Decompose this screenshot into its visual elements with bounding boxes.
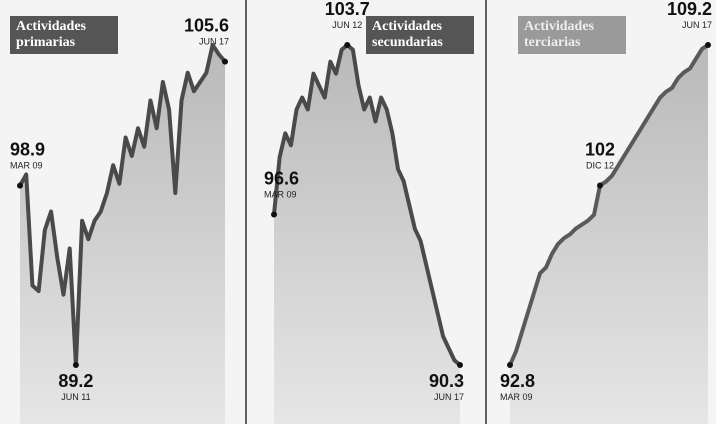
point: [705, 42, 711, 48]
value-label: 90.3: [429, 371, 464, 391]
area: [274, 45, 460, 424]
point: [222, 58, 228, 65]
date-label: JUN 12: [332, 20, 362, 30]
value-label: 109.2: [667, 0, 712, 19]
panel-title: Actividades primarias: [10, 16, 118, 54]
panel-title: Actividades secundarias: [366, 16, 474, 54]
line: [18, 43, 227, 367]
point: [72, 362, 79, 368]
area: [20, 45, 225, 424]
value-label: 98.9: [10, 140, 45, 160]
line: [508, 43, 710, 366]
date-label: MAR 09: [500, 392, 533, 402]
value-label: 102: [585, 139, 615, 159]
value-label: 92.8: [500, 371, 535, 391]
point: [17, 182, 23, 189]
line: [272, 43, 462, 367]
point: [597, 182, 603, 189]
point: [344, 42, 351, 48]
date-label: DIC 12: [586, 160, 614, 170]
value-label: 89.2: [58, 371, 93, 391]
date-label: MAR 09: [10, 161, 43, 171]
date-label: MAR 09: [264, 190, 297, 200]
value-label: 96.6: [264, 169, 299, 189]
date-label: JUN 11: [61, 392, 90, 402]
panel-title: Actividades terciarias: [518, 16, 626, 54]
point: [271, 211, 277, 218]
date-label: JUN 17: [682, 20, 712, 30]
point: [507, 362, 513, 368]
area: [510, 45, 708, 424]
date-label: JUN 17: [434, 392, 464, 402]
value-label: 103.7: [325, 0, 370, 19]
date-label: JUN 17: [199, 37, 229, 47]
point: [457, 362, 463, 368]
value-label: 105.6: [184, 16, 229, 36]
